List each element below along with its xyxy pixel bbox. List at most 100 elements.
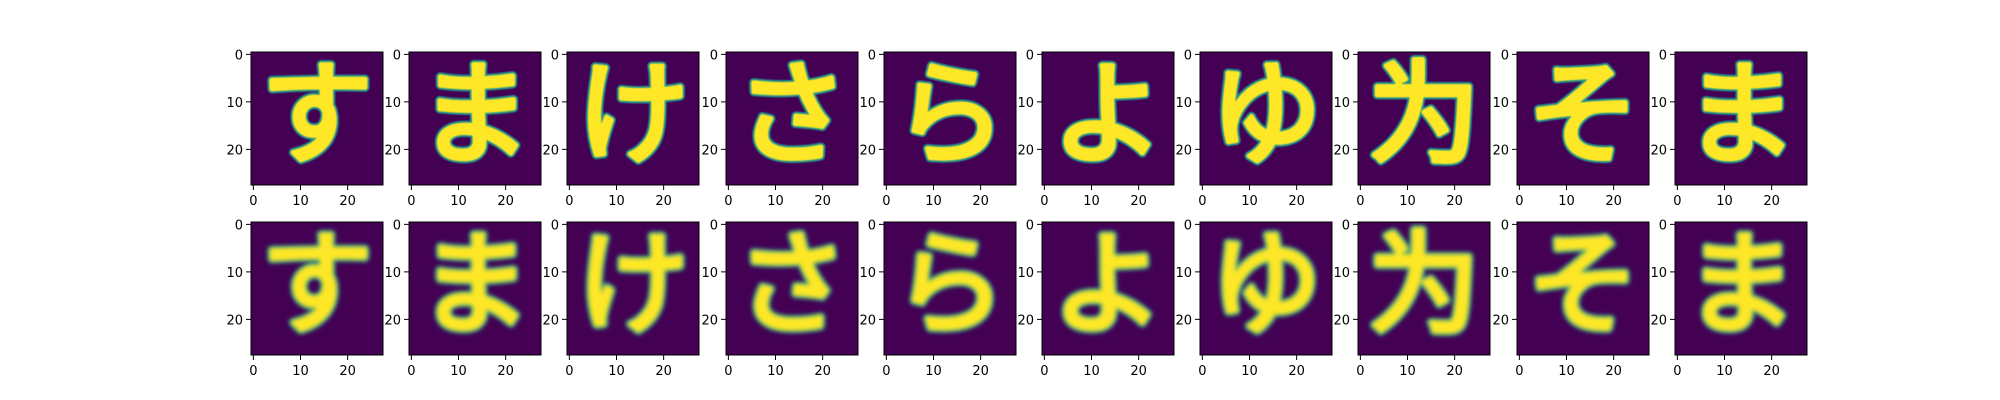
x-tick-label: 20: [972, 194, 989, 209]
x-tick-label: 0: [1515, 364, 1523, 379]
image-background: [726, 222, 858, 355]
glyph-halo: す: [261, 50, 373, 180]
y-tick-label: 0: [868, 48, 876, 63]
glyph-core: け: [577, 220, 689, 350]
image-background: [1675, 52, 1807, 185]
y-tick-label: 20: [701, 143, 718, 158]
axes-frame: [408, 51, 542, 186]
x-tick-label: 10: [1716, 364, 1733, 379]
x-tick-label: 10: [450, 364, 467, 379]
x-tick-label: 0: [565, 194, 573, 209]
image-background: [726, 52, 858, 185]
x-tick-label: 10: [1716, 194, 1733, 209]
glyph-core: ま: [1685, 50, 1797, 180]
y-tick-label: 0: [710, 218, 718, 233]
x-tick-label: 0: [1040, 364, 1048, 379]
glyph-core: そ: [1527, 50, 1639, 180]
x-tick-label: 10: [767, 364, 784, 379]
x-tick-label: 10: [1083, 364, 1100, 379]
x-tick-label: 20: [655, 194, 672, 209]
x-tick-label: 20: [497, 194, 514, 209]
x-tick-label: 10: [292, 194, 309, 209]
x-tick-label: 10: [1083, 194, 1100, 209]
x-tick-label: 20: [1763, 194, 1780, 209]
y-tick-label: 0: [1659, 48, 1667, 63]
image-background: [1200, 52, 1332, 185]
x-tick-label: 0: [249, 364, 257, 379]
glyph-core: そ: [1527, 220, 1639, 350]
y-tick-label: 0: [1501, 218, 1509, 233]
x-tick-label: 20: [655, 364, 672, 379]
x-tick-label: 20: [1605, 364, 1622, 379]
y-tick-label: 10: [1175, 96, 1192, 111]
image-background: [884, 222, 1016, 355]
glyph-halo: よ: [1052, 220, 1164, 350]
image-background: [409, 222, 541, 355]
axes-frame: [725, 51, 859, 186]
axes-frame: [1199, 221, 1333, 356]
y-tick-label: 0: [393, 48, 401, 63]
image-background: [251, 52, 383, 185]
y-tick-label: 0: [393, 218, 401, 233]
y-tick-label: 20: [1492, 143, 1509, 158]
axes-frame: [250, 51, 384, 186]
glyph-halo: さ: [736, 220, 848, 350]
y-tick-label: 20: [1017, 143, 1034, 158]
y-tick-label: 20: [384, 313, 401, 328]
x-tick-label: 10: [1241, 194, 1258, 209]
glyph-halo: さ: [736, 50, 848, 180]
x-tick-label: 10: [1399, 194, 1416, 209]
glyph-core: ゆ: [1210, 220, 1322, 350]
x-tick-label: 0: [1673, 194, 1681, 209]
x-tick-label: 20: [1288, 194, 1305, 209]
glyph-halo: ま: [1685, 220, 1797, 350]
y-tick-label: 0: [868, 218, 876, 233]
x-tick-label: 0: [882, 194, 890, 209]
x-tick-label: 20: [972, 364, 989, 379]
image-background: [884, 52, 1016, 185]
glyph-halo: け: [577, 50, 689, 180]
x-tick-label: 10: [450, 194, 467, 209]
axes-frame: [1674, 221, 1808, 356]
y-tick-label: 0: [235, 218, 243, 233]
image-background: [1517, 52, 1649, 185]
axes-frame: [566, 51, 700, 186]
y-tick-label: 10: [1333, 96, 1350, 111]
glyph-halo: そ: [1527, 220, 1639, 350]
y-tick-label: 10: [1650, 96, 1667, 111]
image-background: [567, 52, 699, 185]
y-tick-label: 0: [710, 48, 718, 63]
y-tick-label: 20: [1017, 313, 1034, 328]
axes-frame: [566, 221, 700, 356]
y-tick-label: 10: [1175, 266, 1192, 281]
x-tick-label: 0: [1356, 194, 1364, 209]
y-tick-label: 0: [551, 218, 559, 233]
glyph-core: 为: [1368, 50, 1480, 180]
y-tick-label: 20: [542, 143, 559, 158]
x-tick-label: 10: [292, 364, 309, 379]
glyph-halo: そ: [1527, 50, 1639, 180]
glyph-halo: よ: [1052, 50, 1164, 180]
axes-frame: [1674, 51, 1808, 186]
x-tick-label: 20: [1288, 364, 1305, 379]
glyph-halo: す: [261, 220, 373, 350]
y-tick-label: 20: [226, 143, 243, 158]
y-tick-label: 10: [1492, 96, 1509, 111]
y-tick-label: 0: [551, 48, 559, 63]
glyph-halo: 为: [1368, 220, 1480, 350]
y-tick-label: 10: [1492, 266, 1509, 281]
glyph-core: ら: [894, 220, 1006, 350]
glyph-halo: ゆ: [1210, 220, 1322, 350]
y-tick-label: 0: [1342, 48, 1350, 63]
y-tick-label: 10: [1333, 266, 1350, 281]
y-tick-label: 20: [1650, 313, 1667, 328]
x-tick-label: 0: [1198, 194, 1206, 209]
glyph-core: よ: [1052, 220, 1164, 350]
x-tick-label: 10: [1241, 364, 1258, 379]
